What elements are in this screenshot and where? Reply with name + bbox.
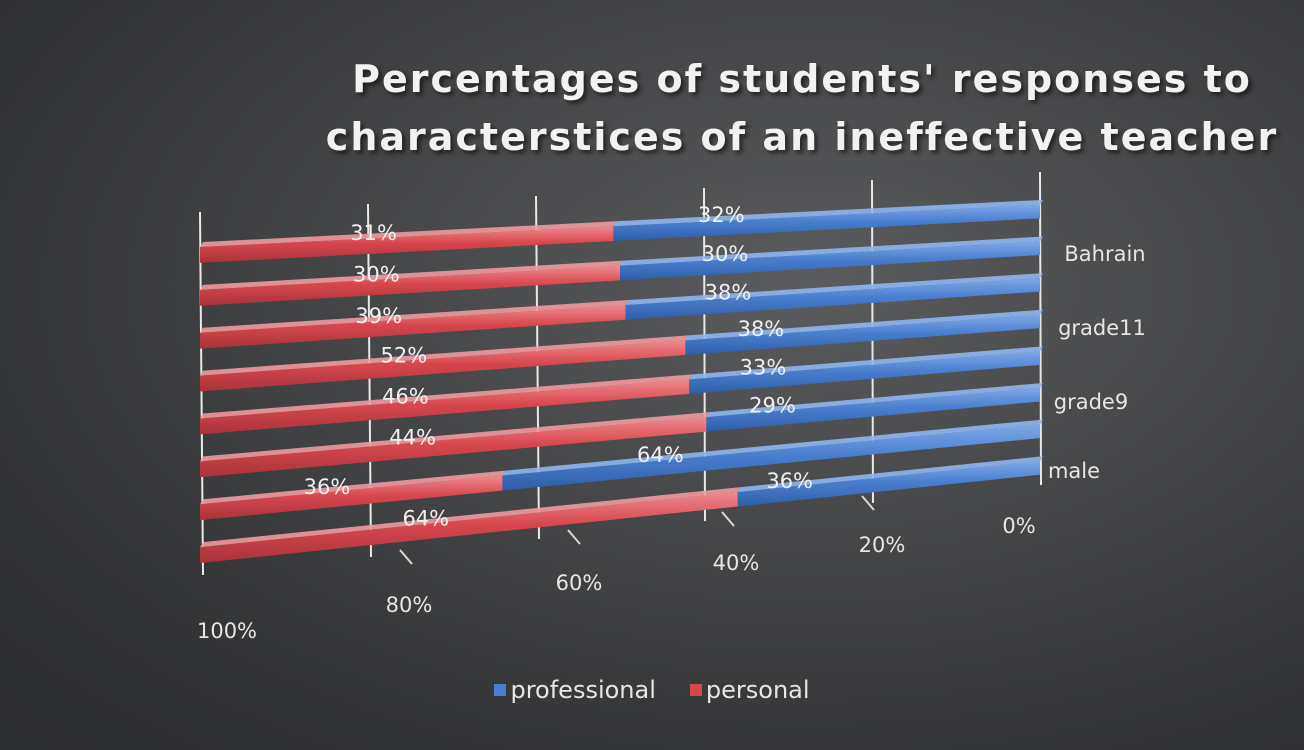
bar-top-personal-5 xyxy=(200,412,710,462)
gridline-60 xyxy=(535,195,540,540)
bar-personal-7 xyxy=(200,492,738,563)
data-label-personal-1: 30% xyxy=(353,262,400,286)
legend-label-personal: personal xyxy=(705,676,810,704)
category-label-male: male xyxy=(1048,459,1100,483)
bar-professional-3 xyxy=(685,314,1040,355)
category-label-Bahrain: Bahrain xyxy=(1064,242,1145,266)
axis-tick-mark-3 xyxy=(861,495,875,511)
bar-top-professional-2 xyxy=(625,273,1043,306)
axis-tick-label-60: 60% xyxy=(556,571,603,595)
legend: professional personal xyxy=(0,676,1304,704)
category-label-grade11: grade11 xyxy=(1058,316,1146,340)
data-label-professional-5: 29% xyxy=(749,393,796,417)
bar-top-personal-7 xyxy=(200,487,741,548)
data-label-personal-6: 36% xyxy=(304,475,351,499)
bar-top-personal-3 xyxy=(200,335,689,376)
bar-personal-1 xyxy=(200,265,620,306)
axis-tick-mark-1 xyxy=(567,529,581,545)
data-label-professional-3: 38% xyxy=(738,317,785,341)
axis-tick-label-80: 80% xyxy=(386,593,433,617)
axis-tick-label-0: 0% xyxy=(1002,514,1035,538)
bar-top-professional-1 xyxy=(620,236,1043,266)
bar-personal-3 xyxy=(200,340,686,392)
chart-title: Percentages of students' responses to ch… xyxy=(300,50,1304,166)
data-label-professional-0: 32% xyxy=(698,203,745,227)
category-label-grade9: grade9 xyxy=(1054,390,1128,414)
bar-professional-1 xyxy=(620,241,1040,281)
data-label-personal-5: 44% xyxy=(389,425,436,449)
bar-professional-5 xyxy=(706,387,1040,432)
gridline-100 xyxy=(199,211,204,576)
bar-top-professional-4 xyxy=(689,346,1043,380)
axis-tick-label-100: 100% xyxy=(197,619,257,643)
bar-professional-4 xyxy=(689,351,1040,394)
bar-top-personal-6 xyxy=(200,470,506,505)
axis-tick-mark-2 xyxy=(721,511,735,527)
data-label-professional-2: 38% xyxy=(705,281,752,305)
gridline-40 xyxy=(703,187,706,522)
bar-personal-4 xyxy=(200,379,690,435)
gridline-20 xyxy=(871,179,874,504)
bar-top-personal-2 xyxy=(200,300,629,333)
bar-personal-0 xyxy=(200,226,614,263)
data-label-professional-7: 36% xyxy=(766,469,813,493)
legend-label-professional: professional xyxy=(510,676,656,704)
gridline-80 xyxy=(367,203,372,558)
data-label-personal-3: 52% xyxy=(380,343,427,367)
data-label-personal-0: 31% xyxy=(350,221,397,245)
legend-swatch-professional xyxy=(494,684,507,696)
data-label-professional-6: 64% xyxy=(637,443,684,467)
data-label-professional-4: 33% xyxy=(740,356,787,380)
chart-title-line-1: Percentages of students' responses to xyxy=(352,57,1252,101)
legend-swatch-personal xyxy=(689,684,702,696)
data-label-personal-7: 64% xyxy=(402,507,449,531)
bar-personal-5 xyxy=(200,417,707,478)
bar-top-personal-1 xyxy=(200,260,623,290)
data-label-professional-1: 30% xyxy=(702,242,749,266)
bar-top-personal-0 xyxy=(200,221,617,248)
bar-personal-2 xyxy=(200,305,626,349)
gridline-0 xyxy=(1039,171,1042,486)
axis-tick-label-40: 40% xyxy=(713,551,760,575)
bar-top-professional-3 xyxy=(685,309,1043,341)
bar-top-professional-0 xyxy=(613,199,1043,227)
bar-top-personal-4 xyxy=(200,374,693,419)
legend-item-professional[interactable]: professional xyxy=(494,676,656,704)
bar-professional-7 xyxy=(737,461,1040,507)
axis-tick-label-20: 20% xyxy=(859,533,906,557)
chart-title-line-2: characterstices of an ineffective teache… xyxy=(325,115,1279,159)
bar-professional-0 xyxy=(613,204,1040,241)
data-label-personal-2: 39% xyxy=(355,304,402,328)
bar-professional-6 xyxy=(502,424,1040,491)
legend-item-personal[interactable]: personal xyxy=(689,676,810,704)
axis-tick-mark-0 xyxy=(399,549,413,565)
data-label-personal-4: 46% xyxy=(382,385,429,409)
bar-personal-6 xyxy=(200,475,503,521)
bar-professional-2 xyxy=(625,278,1040,320)
bar-top-professional-7 xyxy=(737,456,1043,493)
bar-top-professional-5 xyxy=(706,382,1043,418)
bar-top-professional-6 xyxy=(502,419,1043,476)
